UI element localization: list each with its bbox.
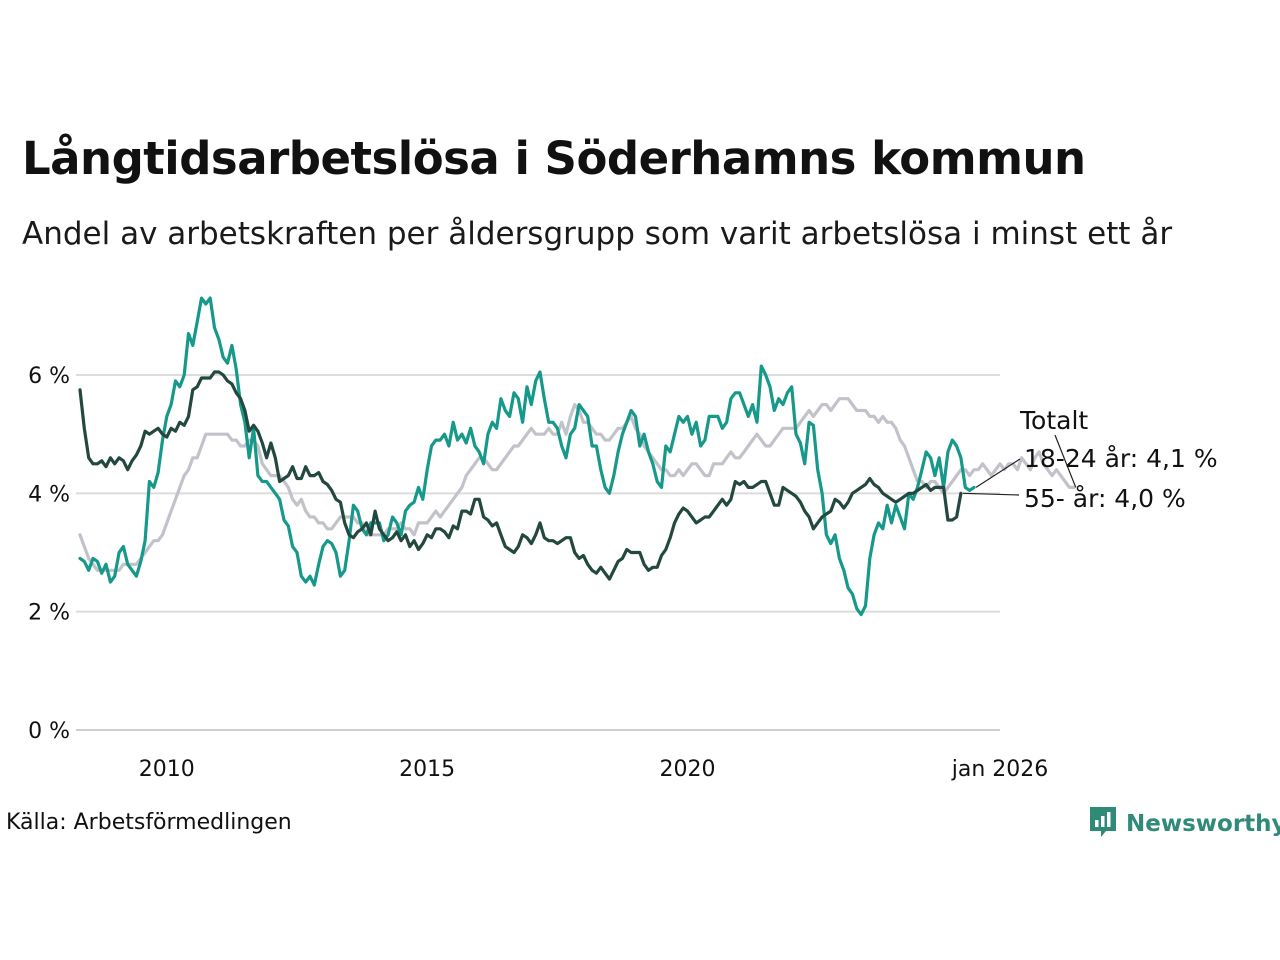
y-tick-label: 4 % <box>28 482 70 507</box>
source-note: Källa: Arbetsförmedlingen <box>6 810 292 835</box>
series-label: 55- år: 4,0 % <box>1024 484 1186 513</box>
series-label: 18-24 år: 4,1 % <box>1024 444 1218 473</box>
x-tick-label: 2020 <box>660 757 716 782</box>
series-line-1 <box>78 296 976 617</box>
x-tick-label: 2010 <box>139 757 195 782</box>
series-labels: Totalt 18-24 år: 4,1 % 55- år: 4,0 % <box>962 406 1218 513</box>
label-leader <box>1054 434 1077 488</box>
series-label: Totalt <box>1019 406 1088 435</box>
label-leader <box>975 458 1021 488</box>
series-line-0 <box>78 397 1076 572</box>
y-tick-label: 2 % <box>28 601 70 626</box>
brand-logo[interactable]: Newsworthy <box>1088 805 1280 843</box>
y-tick-label: 6 % <box>28 364 70 389</box>
brand-name: Newsworthy <box>1126 811 1280 837</box>
x-tick-label: 2015 <box>399 757 455 782</box>
series-line-2 <box>78 370 963 581</box>
x-axis: 2010 2015 2020 jan 2026 <box>139 757 1048 782</box>
chart-title: Långtidsarbetslösa i Söderhamns kommun <box>22 132 1086 185</box>
chart-subtitle: Andel av arbetskraften per åldersgrupp s… <box>22 216 1173 252</box>
label-leader <box>962 492 1020 496</box>
series-lines <box>78 296 1076 617</box>
y-tick-label: 0 % <box>28 719 70 744</box>
gridlines <box>76 374 1000 731</box>
y-axis: 0 % 2 % 4 % 6 % <box>28 364 70 744</box>
newsworthy-logo-icon <box>1088 805 1118 843</box>
x-tick-label: jan 2026 <box>951 757 1049 782</box>
